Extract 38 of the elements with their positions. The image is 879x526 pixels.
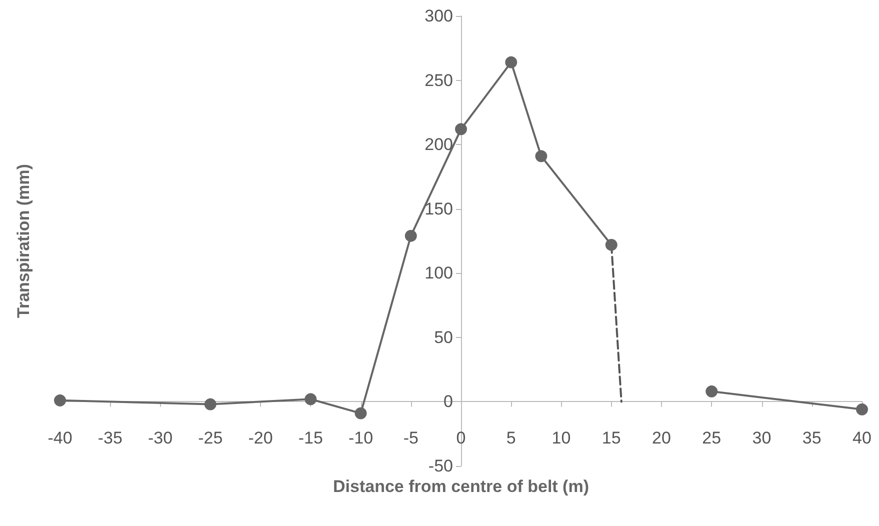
x-tick-label: 10 bbox=[552, 428, 571, 448]
x-tick-label: 25 bbox=[702, 428, 722, 448]
y-tick-label: 0 bbox=[444, 392, 453, 412]
x-tick-label: 0 bbox=[456, 428, 466, 448]
point bbox=[706, 385, 718, 398]
x-tick-label: -25 bbox=[198, 428, 223, 448]
x-tick-label: -30 bbox=[148, 428, 173, 448]
point bbox=[404, 230, 417, 242]
x-tick-label: 30 bbox=[752, 428, 772, 448]
x-tick-label: -20 bbox=[248, 428, 273, 448]
point bbox=[204, 398, 216, 410]
y-tick-label: 300 bbox=[424, 6, 453, 26]
y-tick-label: -50 bbox=[428, 456, 453, 476]
point bbox=[304, 393, 317, 406]
point bbox=[54, 394, 66, 406]
y-tick-label: 250 bbox=[424, 70, 453, 90]
x-tick-label: -15 bbox=[298, 428, 323, 448]
x-tick-label: 15 bbox=[602, 428, 621, 448]
point bbox=[505, 56, 518, 68]
point bbox=[605, 238, 618, 251]
y-tick-label: 50 bbox=[434, 328, 453, 347]
y-tick-label: 100 bbox=[424, 264, 453, 283]
x-tick-label: -40 bbox=[48, 428, 72, 448]
point bbox=[455, 123, 467, 136]
y-tick-label: 150 bbox=[424, 199, 453, 218]
x-tick-label: 35 bbox=[802, 428, 822, 448]
point bbox=[535, 150, 548, 162]
y-tick-label: 200 bbox=[424, 135, 453, 154]
x-tick-label: -10 bbox=[348, 428, 374, 448]
x-tick-label: -5 bbox=[403, 428, 418, 448]
x-tick-label: 40 bbox=[852, 428, 872, 448]
point bbox=[856, 403, 868, 416]
point bbox=[354, 407, 367, 420]
x-tick-label: 20 bbox=[652, 428, 671, 448]
y-axis-title: Transpiration (mm) bbox=[14, 164, 33, 318]
x-axis-title: Distance from centre of belt (m) bbox=[333, 477, 589, 496]
x-tick-label: -35 bbox=[98, 428, 122, 448]
x-tick-label: 5 bbox=[506, 428, 516, 448]
